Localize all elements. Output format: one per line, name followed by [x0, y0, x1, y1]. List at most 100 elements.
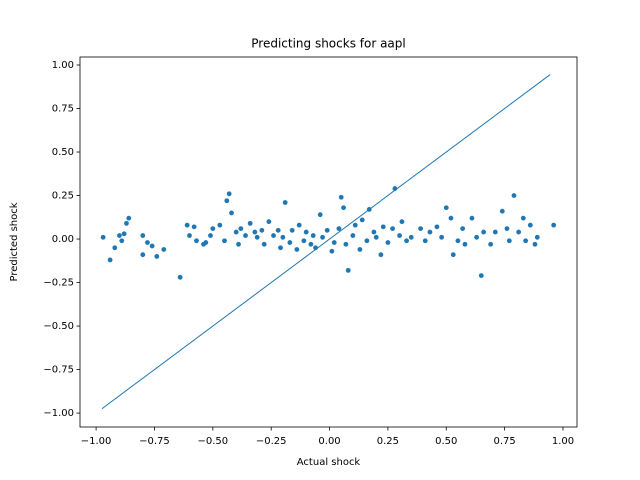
x-axis-label: Actual shock	[297, 457, 361, 468]
scatter-point	[161, 247, 167, 252]
y-tick-label: 0.50	[52, 147, 74, 158]
scatter-point	[217, 222, 223, 228]
scatter-point	[462, 241, 468, 247]
scatter-point	[373, 234, 379, 240]
scatter-point	[338, 194, 344, 200]
scatter-point	[280, 234, 286, 240]
scatter-point	[119, 238, 125, 244]
scatter-point	[478, 273, 484, 278]
scatter-point	[551, 222, 557, 228]
scatter-point	[460, 226, 466, 231]
scatter-point	[324, 227, 330, 233]
x-tick-label: −0.25	[256, 436, 287, 447]
scatter-point	[229, 210, 234, 216]
scatter-point	[203, 240, 209, 245]
scatter-point	[492, 229, 498, 235]
y-tick-label: 0.25	[52, 191, 74, 202]
scatter-point	[222, 238, 227, 244]
scatter-point	[301, 238, 307, 244]
scatter-point	[117, 233, 122, 238]
scatter-point	[364, 238, 370, 244]
scatter-point	[278, 245, 283, 251]
scatter-point	[208, 233, 213, 238]
y-tick-label: 1.00	[52, 60, 74, 71]
scatter-point	[112, 245, 118, 251]
scatter-point	[243, 233, 248, 238]
scatter-point	[145, 240, 150, 245]
scatter-point	[532, 241, 538, 247]
scatter-point	[149, 243, 155, 249]
scatter-point	[427, 229, 433, 235]
y-tick-label: −0.50	[43, 321, 74, 332]
scatter-point	[378, 252, 384, 258]
scatter-point	[154, 254, 160, 259]
scatter-point	[422, 238, 428, 244]
y-tick-label: −0.75	[43, 365, 74, 376]
scatter-point	[296, 222, 302, 228]
scatter-point	[520, 215, 526, 221]
scatter-point	[499, 208, 505, 214]
plot-frame	[79, 56, 578, 428]
scatter-point	[224, 198, 230, 204]
scatter-point	[404, 238, 409, 244]
scatter-point	[233, 229, 239, 235]
scatter-point	[359, 217, 365, 223]
scatter-point	[247, 220, 253, 226]
scatter-point	[527, 222, 533, 228]
chart-title: Predicting shocks for aapl	[251, 37, 406, 51]
scatter-point	[308, 241, 314, 247]
scatter-point	[177, 274, 183, 280]
scatter-point	[282, 200, 288, 205]
scatter-point	[121, 231, 127, 237]
scatter-point	[191, 224, 197, 230]
scatter-point	[511, 193, 517, 198]
scatter-point	[261, 241, 267, 247]
scatter-point	[124, 220, 129, 226]
scatter-point	[331, 240, 337, 245]
scatter-point	[320, 234, 325, 240]
scatter-point	[336, 226, 342, 231]
scatter-point	[100, 234, 106, 240]
scatter-point	[450, 252, 456, 258]
scatter-point	[357, 247, 363, 252]
scatter-point	[399, 219, 405, 225]
scatter-point	[341, 205, 346, 211]
scatter-point	[126, 215, 132, 221]
x-tick-label: 0.50	[435, 436, 457, 447]
scatter-point	[287, 240, 293, 245]
x-tick-label: −1.00	[81, 436, 112, 447]
scatter-point	[194, 238, 199, 244]
x-tick-label: 1.00	[552, 436, 574, 447]
scatter-point	[506, 238, 512, 244]
y-tick-label: 0.00	[52, 234, 74, 245]
scatter-point	[329, 248, 335, 254]
y-tick-label: 0.75	[52, 104, 74, 115]
scatter-point	[385, 240, 391, 245]
x-tick-label: −0.75	[139, 436, 170, 447]
scatter-point	[317, 212, 323, 218]
scatter-point	[271, 233, 276, 238]
scatter-point	[238, 226, 244, 231]
scatter-point	[418, 226, 423, 231]
scatter-point	[345, 267, 351, 273]
scatter-point	[294, 247, 300, 252]
scatter-point	[523, 238, 529, 244]
scatter-point	[481, 229, 487, 235]
x-tick-label: 0.25	[377, 436, 399, 447]
scatter-point	[184, 222, 190, 228]
scatter-point	[516, 229, 522, 235]
scatter-point	[275, 227, 281, 233]
scatter-point	[140, 252, 146, 258]
scatter-point	[408, 234, 414, 240]
scatter-point	[289, 227, 295, 233]
scatter-point	[443, 205, 449, 211]
scatter-point	[226, 191, 232, 197]
y-axis-label: Predicted shock	[9, 202, 20, 281]
scatter-point	[390, 226, 395, 231]
y-tick-label: −1.00	[43, 408, 74, 419]
y-tick-label: −0.25	[43, 278, 74, 289]
scatter-point	[350, 233, 356, 238]
scatter-point	[434, 224, 440, 230]
